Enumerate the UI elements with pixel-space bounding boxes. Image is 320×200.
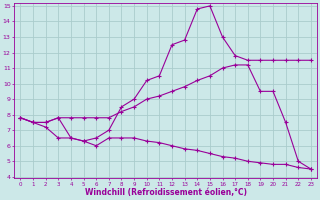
X-axis label: Windchill (Refroidissement éolien,°C): Windchill (Refroidissement éolien,°C) <box>85 188 247 197</box>
